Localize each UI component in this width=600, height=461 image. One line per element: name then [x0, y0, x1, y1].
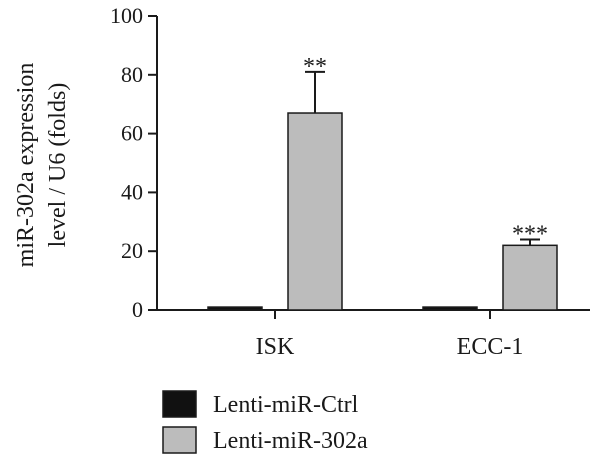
y-axis: 0 20 40 60 80 100: [110, 3, 158, 322]
bar-lenti-mir-ctrl-isk: [207, 306, 263, 311]
legend-swatch-lenti-mir-ctrl: [162, 390, 197, 418]
bar-lenti-mir-ctrl-ecc-1: [422, 306, 478, 311]
bar-lenti-mir-302a-ecc-1: [502, 244, 558, 311]
error-bars: [305, 70, 540, 246]
significance-annotations: *****: [303, 54, 548, 248]
legend-label: Lenti-miR-302a: [213, 428, 368, 454]
category-label: ISK: [256, 334, 295, 360]
significance-marker: ***: [512, 221, 548, 247]
y-tick-label: 100: [110, 3, 143, 28]
legend-label: Lenti-miR-Ctrl: [213, 392, 359, 418]
category-label: ECC-1: [457, 334, 524, 360]
y-tick-label: 60: [121, 121, 143, 146]
y-tick-label: 0: [132, 297, 143, 322]
bars: [207, 112, 558, 311]
y-tick-label: 20: [121, 238, 143, 263]
bar-lenti-mir-302a-isk: [287, 112, 343, 311]
legend: Lenti-miR-Ctrl Lenti-miR-302a: [162, 390, 368, 454]
significance-marker: **: [303, 54, 327, 80]
legend-swatch-lenti-mir-302a: [162, 426, 197, 454]
x-axis: [157, 309, 590, 319]
y-axis-label-line2: level / U6 (folds): [45, 83, 71, 248]
y-tick-label: 40: [121, 179, 143, 204]
y-axis-label-line1: miR-302a expression: [13, 63, 39, 268]
category-labels: ISK ECC-1: [256, 334, 524, 360]
y-tick-label: 80: [121, 62, 143, 87]
